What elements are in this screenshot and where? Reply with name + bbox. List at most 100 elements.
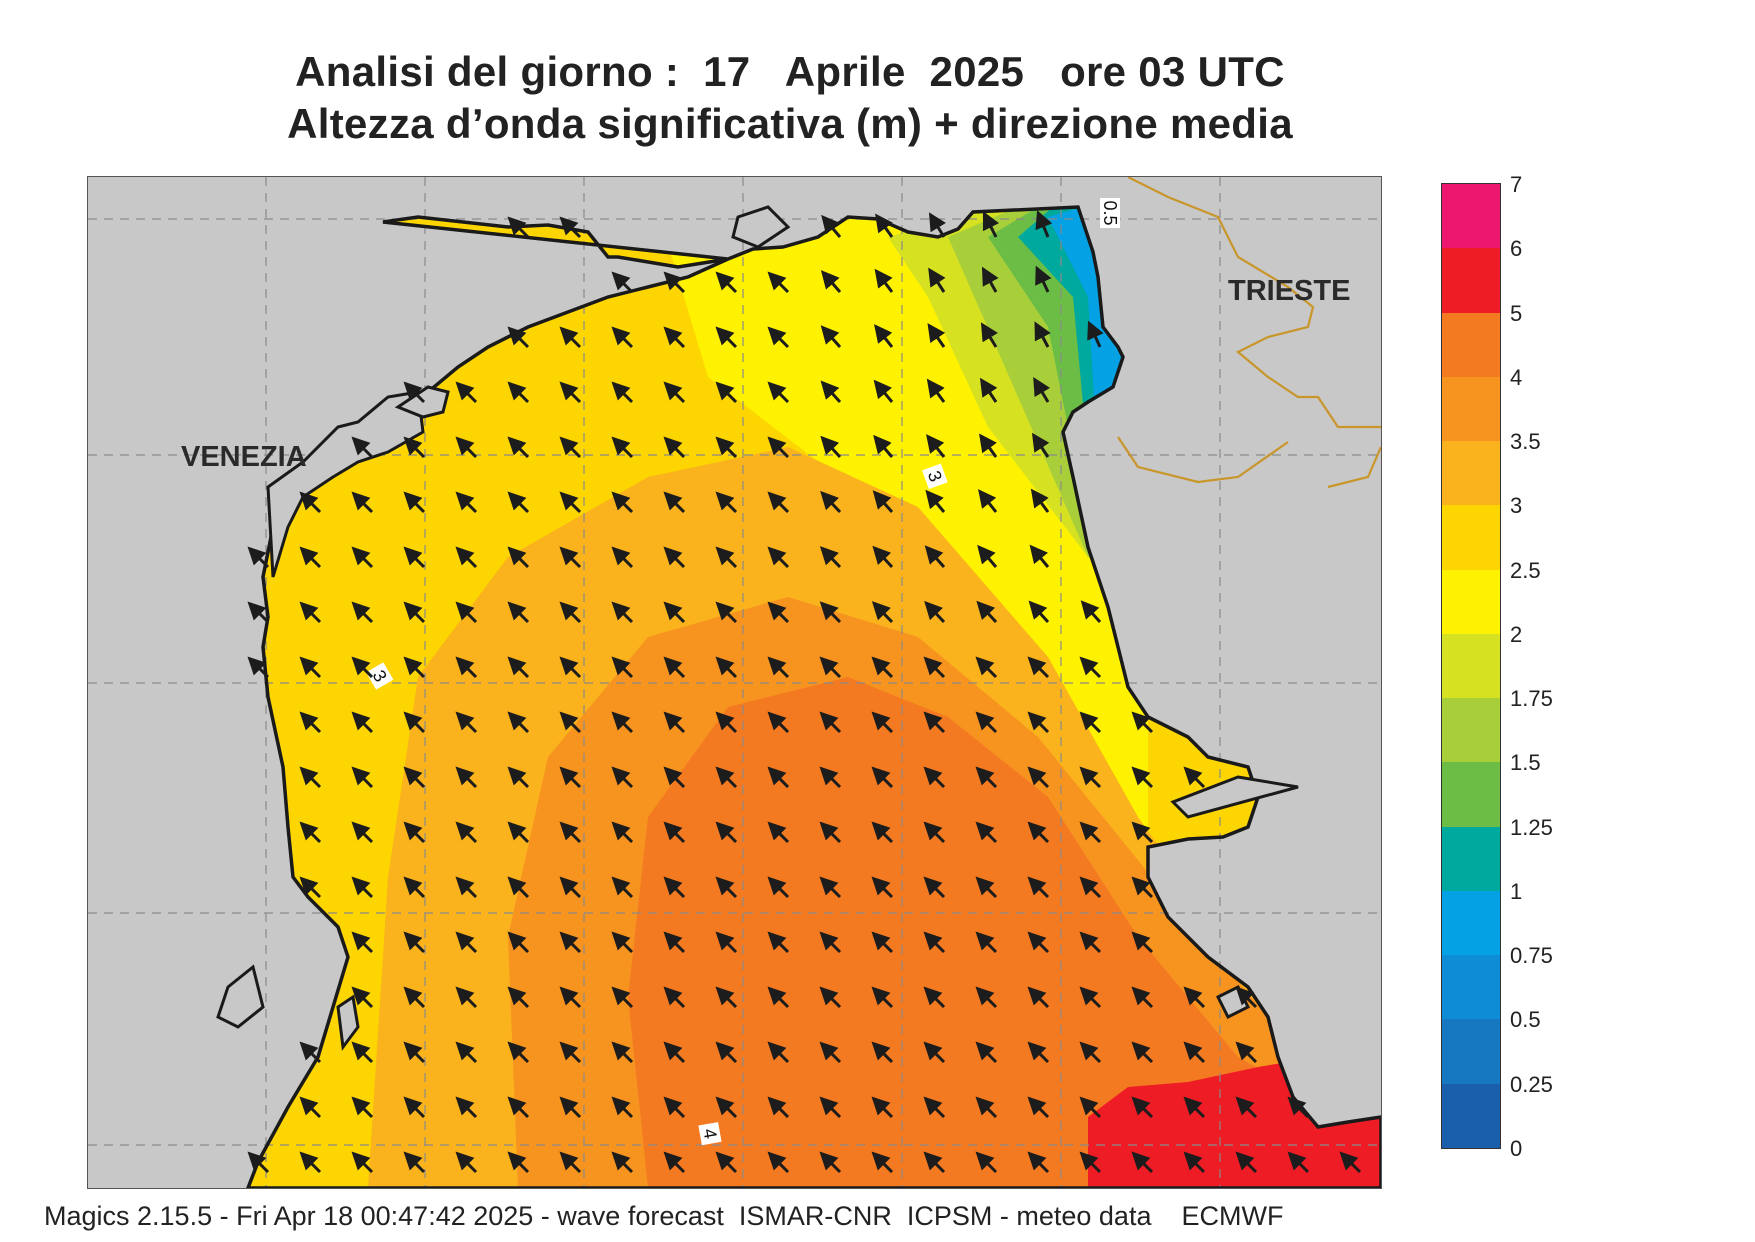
wave-direction-arrow — [1079, 656, 1102, 679]
wave-direction-arrow — [507, 711, 530, 734]
wave-direction-arrow — [663, 656, 686, 679]
wave-direction-arrow — [403, 1041, 426, 1064]
wave-direction-arrow — [1287, 1151, 1310, 1174]
wave-direction-arrow — [299, 821, 322, 844]
wave-direction-arrow — [351, 1096, 374, 1119]
wave-direction-arrow — [299, 876, 322, 899]
wave-direction-arrow — [299, 491, 322, 514]
wave-direction-arrow — [507, 986, 530, 1009]
wave-direction-arrow — [403, 546, 426, 569]
colorbar-segment — [1442, 826, 1500, 892]
colorbar-tick-label: 1 — [1510, 878, 1523, 904]
wave-direction-arrow — [1235, 986, 1258, 1009]
city-label-trieste: TRIESTE — [1228, 275, 1351, 307]
wave-direction-arrow — [715, 381, 738, 404]
wave-direction-arrow — [923, 821, 946, 844]
wave-direction-arrow — [351, 986, 374, 1009]
wave-direction-arrow — [455, 876, 478, 899]
wave-direction-arrow — [819, 1096, 842, 1119]
wave-direction-arrow — [979, 377, 998, 403]
wave-direction-arrow — [403, 821, 426, 844]
wave-direction-arrow — [663, 271, 686, 294]
wave-direction-arrow — [663, 381, 686, 404]
colorbar-tick-label: 1.75 — [1510, 686, 1553, 712]
wave-direction-arrow — [455, 436, 478, 459]
colorbar-segment — [1442, 184, 1500, 249]
wave-direction-arrow — [351, 821, 374, 844]
wave-direction-arrow — [871, 711, 894, 734]
wave-direction-arrow — [663, 1096, 686, 1119]
wave-direction-arrow — [767, 491, 790, 514]
wave-direction-arrow — [507, 491, 530, 514]
wave-direction-arrow — [975, 876, 998, 899]
wave-direction-arrow — [1079, 986, 1102, 1009]
wave-direction-arrow — [1131, 1151, 1154, 1174]
wave-direction-arrow — [1027, 1041, 1050, 1064]
wave-direction-arrow — [979, 433, 998, 458]
wave-direction-arrow — [455, 821, 478, 844]
wave-direction-arrow — [663, 436, 686, 459]
wave-direction-arrow — [925, 489, 946, 513]
wave-direction-arrow — [820, 325, 842, 348]
wave-direction-arrow — [611, 1151, 634, 1174]
wave-direction-arrow — [975, 1041, 998, 1064]
wave-direction-arrow — [299, 711, 322, 734]
wave-direction-arrow — [1031, 432, 1050, 458]
colorbar-tick-label: 4 — [1510, 364, 1523, 390]
wave-direction-arrow — [351, 1151, 374, 1174]
wave-direction-arrow — [559, 1096, 582, 1119]
wave-direction-arrow — [1029, 544, 1050, 568]
wave-direction-arrow — [1027, 876, 1050, 899]
wave-direction-arrow — [299, 656, 322, 679]
wave-direction-arrow — [247, 1151, 270, 1174]
colorbar-tick-label: 6 — [1510, 236, 1523, 262]
wave-direction-arrow — [403, 711, 426, 734]
wave-direction-arrow — [975, 986, 998, 1009]
wave-direction-arrow — [507, 436, 530, 459]
wave-direction-arrow — [663, 546, 686, 569]
wave-direction-arrow — [403, 1151, 426, 1174]
wave-direction-arrow — [1235, 1096, 1258, 1119]
wave-direction-arrow — [663, 1041, 686, 1064]
colorbar-tick-label: 0.25 — [1510, 1071, 1553, 1097]
colorbar-segment — [1442, 890, 1500, 956]
wave-direction-arrow — [1027, 766, 1050, 789]
wave-direction-arrow — [351, 436, 374, 459]
wave-direction-arrow — [455, 1096, 478, 1119]
wave-direction-arrow — [611, 821, 634, 844]
wave-direction-arrow — [821, 214, 842, 238]
wave-direction-arrow — [559, 1041, 582, 1064]
wave-direction-arrow — [871, 601, 894, 624]
colorbar-segment — [1442, 1019, 1500, 1085]
wave-direction-arrow — [611, 326, 634, 349]
colorbar-tick-label: 1.5 — [1510, 750, 1541, 776]
colorbar-segment — [1442, 505, 1500, 571]
wave-direction-arrow — [663, 876, 686, 899]
wave-direction-arrow — [559, 601, 582, 624]
wave-direction-arrow — [455, 491, 478, 514]
wave-direction-arrow — [455, 601, 478, 624]
wave-direction-arrow — [507, 821, 530, 844]
wave-direction-arrow — [926, 434, 946, 458]
wave-direction-arrow — [767, 876, 790, 899]
wave-direction-arrow — [871, 1096, 894, 1119]
wave-direction-arrow — [819, 766, 842, 789]
wave-direction-arrow — [767, 381, 790, 404]
wave-direction-arrow — [715, 326, 738, 349]
wave-direction-arrow — [611, 766, 634, 789]
wave-direction-arrow — [1080, 600, 1102, 623]
wave-direction-arrow — [767, 986, 790, 1009]
wave-direction-arrow — [611, 491, 634, 514]
colorbar-tick-label: 2.5 — [1510, 557, 1541, 583]
wave-direction-arrow — [977, 544, 998, 568]
wave-direction-arrow — [715, 601, 738, 624]
wave-direction-arrow — [923, 711, 946, 734]
wave-direction-arrow — [767, 271, 790, 294]
graticule — [88, 177, 1381, 1188]
wave-direction-arrow — [1030, 488, 1050, 513]
wave-direction-arrow — [924, 600, 946, 624]
wave-direction-arrow — [874, 324, 894, 348]
colorbar-tick-label: 7 — [1510, 172, 1523, 197]
wave-direction-arrow — [767, 546, 790, 569]
wave-direction-arrow — [1079, 931, 1102, 954]
